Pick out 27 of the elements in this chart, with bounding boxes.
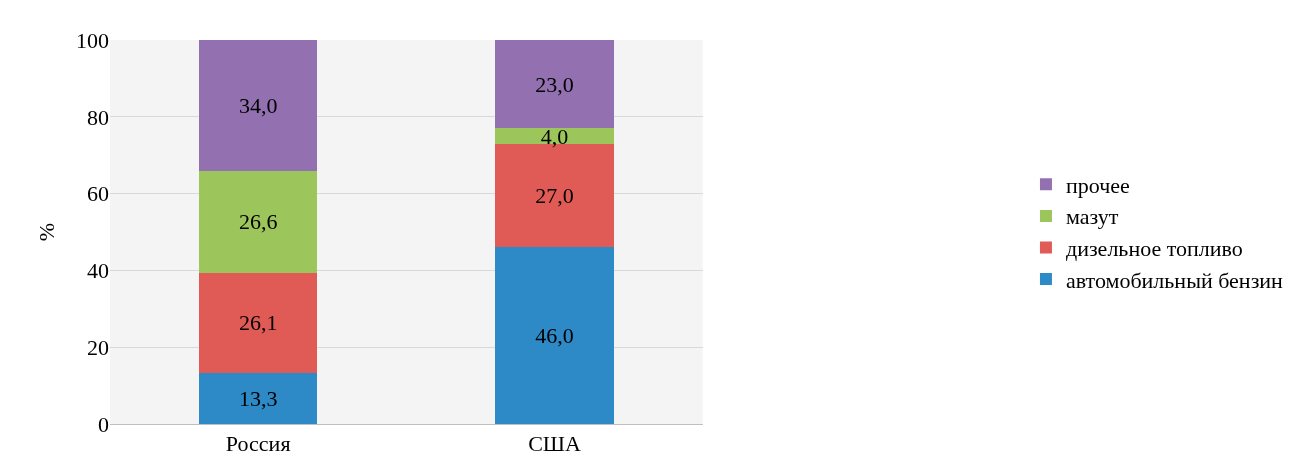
x-tick-label: США xyxy=(528,431,581,457)
legend-label: автомобильный бензин xyxy=(1065,267,1284,293)
y-tick-label: 40 xyxy=(87,258,109,284)
data-label: 23,0 xyxy=(535,71,574,97)
data-label: 46,0 xyxy=(535,323,574,349)
y-tick-label: 0 xyxy=(98,411,109,437)
y-tick-label: 80 xyxy=(87,104,109,130)
bar xyxy=(198,170,318,273)
y-tick-label: 60 xyxy=(87,181,109,207)
data-label: 4,0 xyxy=(540,123,569,149)
bar xyxy=(495,247,614,424)
bar xyxy=(198,372,318,424)
y-tick-label: 20 xyxy=(87,334,109,360)
y-tick-label: 100 xyxy=(76,27,109,53)
bar xyxy=(198,40,318,171)
data-label: 13,3 xyxy=(238,385,278,411)
bar xyxy=(495,40,614,129)
legend-label: прочее xyxy=(1065,172,1130,198)
bar xyxy=(198,272,318,373)
data-label: 27,0 xyxy=(535,183,574,209)
data-label: 26,6 xyxy=(238,209,278,235)
data-label: 26,1 xyxy=(238,310,278,336)
y-axis-title: % xyxy=(33,222,59,242)
legend-label: мазут xyxy=(1065,204,1119,230)
x-tick-label: Россия xyxy=(225,431,291,457)
data-label: 34,0 xyxy=(238,92,278,118)
legend-label: дизельное топливо xyxy=(1065,236,1243,262)
